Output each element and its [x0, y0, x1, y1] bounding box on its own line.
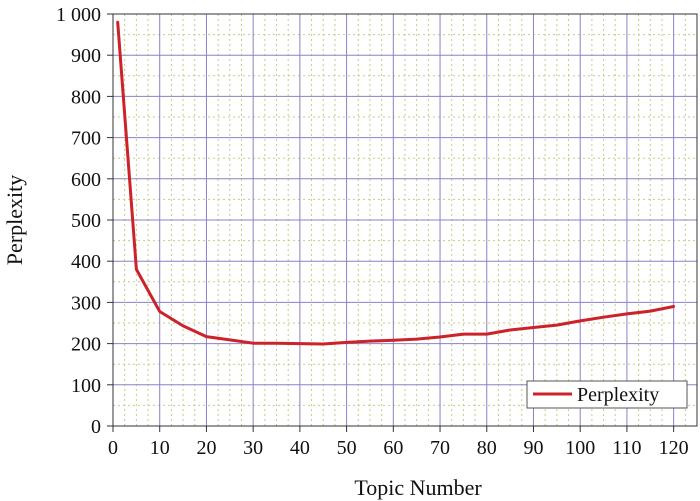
- series-layer: [116, 20, 676, 346]
- y-tick-label-800: 800: [71, 86, 101, 108]
- x-tick-label-40: 40: [290, 437, 310, 459]
- y-tick-label-500: 500: [71, 210, 101, 232]
- x-tick-label-110: 110: [612, 437, 641, 459]
- legend: Perplexity: [526, 380, 688, 409]
- y-tick-label-100: 100: [71, 375, 101, 397]
- x-tick-label-80: 80: [477, 437, 497, 459]
- y-tick-label-900: 900: [71, 45, 101, 67]
- x-tick-label-0: 0: [108, 437, 118, 459]
- x-tick-label-10: 10: [150, 437, 170, 459]
- legend-label-perplexity: Perplexity: [577, 384, 659, 406]
- y-axis-tick-labels: 0 100 200 300 400 500 600 700 800 900 1 000: [56, 4, 101, 438]
- y-tick-label-0: 0: [91, 416, 101, 438]
- x-tick-label-70: 70: [430, 437, 450, 459]
- x-tick-label-100: 100: [565, 437, 595, 459]
- x-axis-tick-labels: 0 10 20 30 40 50 60 70 80 90 100 110 120: [108, 437, 689, 459]
- x-tick-label-120: 120: [659, 437, 689, 459]
- y-axis-title: Perplexity: [2, 175, 27, 265]
- x-tick-label-30: 30: [243, 437, 263, 459]
- y-tick-label-200: 200: [71, 334, 101, 356]
- y-tick-label-600: 600: [71, 169, 101, 191]
- y-tick-label-300: 300: [71, 292, 101, 314]
- series-line-0: [116, 20, 676, 346]
- x-tick-label-50: 50: [337, 437, 357, 459]
- major-gridlines: [113, 13, 697, 426]
- x-tick-label-90: 90: [523, 437, 543, 459]
- axis-ticks: [107, 13, 675, 432]
- y-tick-label-1000: 1 000: [56, 4, 101, 26]
- y-tick-label-700: 700: [71, 128, 101, 150]
- x-axis-title: Topic Number: [354, 475, 482, 500]
- x-tick-label-60: 60: [383, 437, 403, 459]
- y-tick-label-400: 400: [71, 251, 101, 273]
- x-tick-label-20: 20: [196, 437, 216, 459]
